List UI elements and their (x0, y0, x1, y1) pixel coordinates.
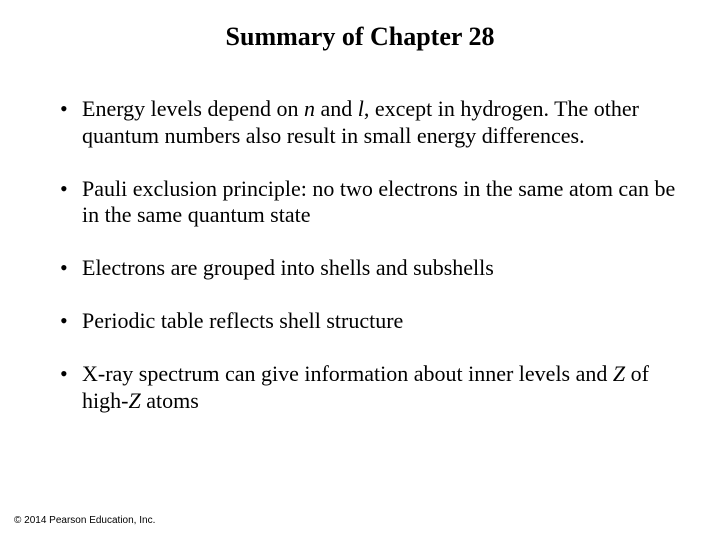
list-item: Periodic table reflects shell structure (60, 308, 680, 335)
bullet-text: Energy levels depend on (82, 96, 304, 121)
page-title: Summary of Chapter 28 (40, 22, 680, 52)
list-item: Pauli exclusion principle: no two electr… (60, 176, 680, 230)
italic-var: Z (128, 388, 140, 413)
bullet-text: Periodic table reflects shell structure (82, 308, 403, 333)
bullet-text: atoms (141, 388, 199, 413)
list-item: X-ray spectrum can give information abou… (60, 361, 680, 415)
list-item: Energy levels depend on n and l, except … (60, 96, 680, 150)
italic-var: Z (613, 361, 625, 386)
copyright-text: © 2014 Pearson Education, Inc. (14, 515, 155, 526)
bullet-text: Electrons are grouped into shells and su… (82, 255, 494, 280)
italic-var: n (304, 96, 315, 121)
list-item: Electrons are grouped into shells and su… (60, 255, 680, 282)
bullet-text: Pauli exclusion principle: no two electr… (82, 176, 675, 228)
bullet-text: X-ray spectrum can give information abou… (82, 361, 613, 386)
slide-container: Summary of Chapter 28 Energy levels depe… (0, 0, 720, 540)
bullet-text: and (315, 96, 358, 121)
bullet-list: Energy levels depend on n and l, except … (40, 96, 680, 415)
